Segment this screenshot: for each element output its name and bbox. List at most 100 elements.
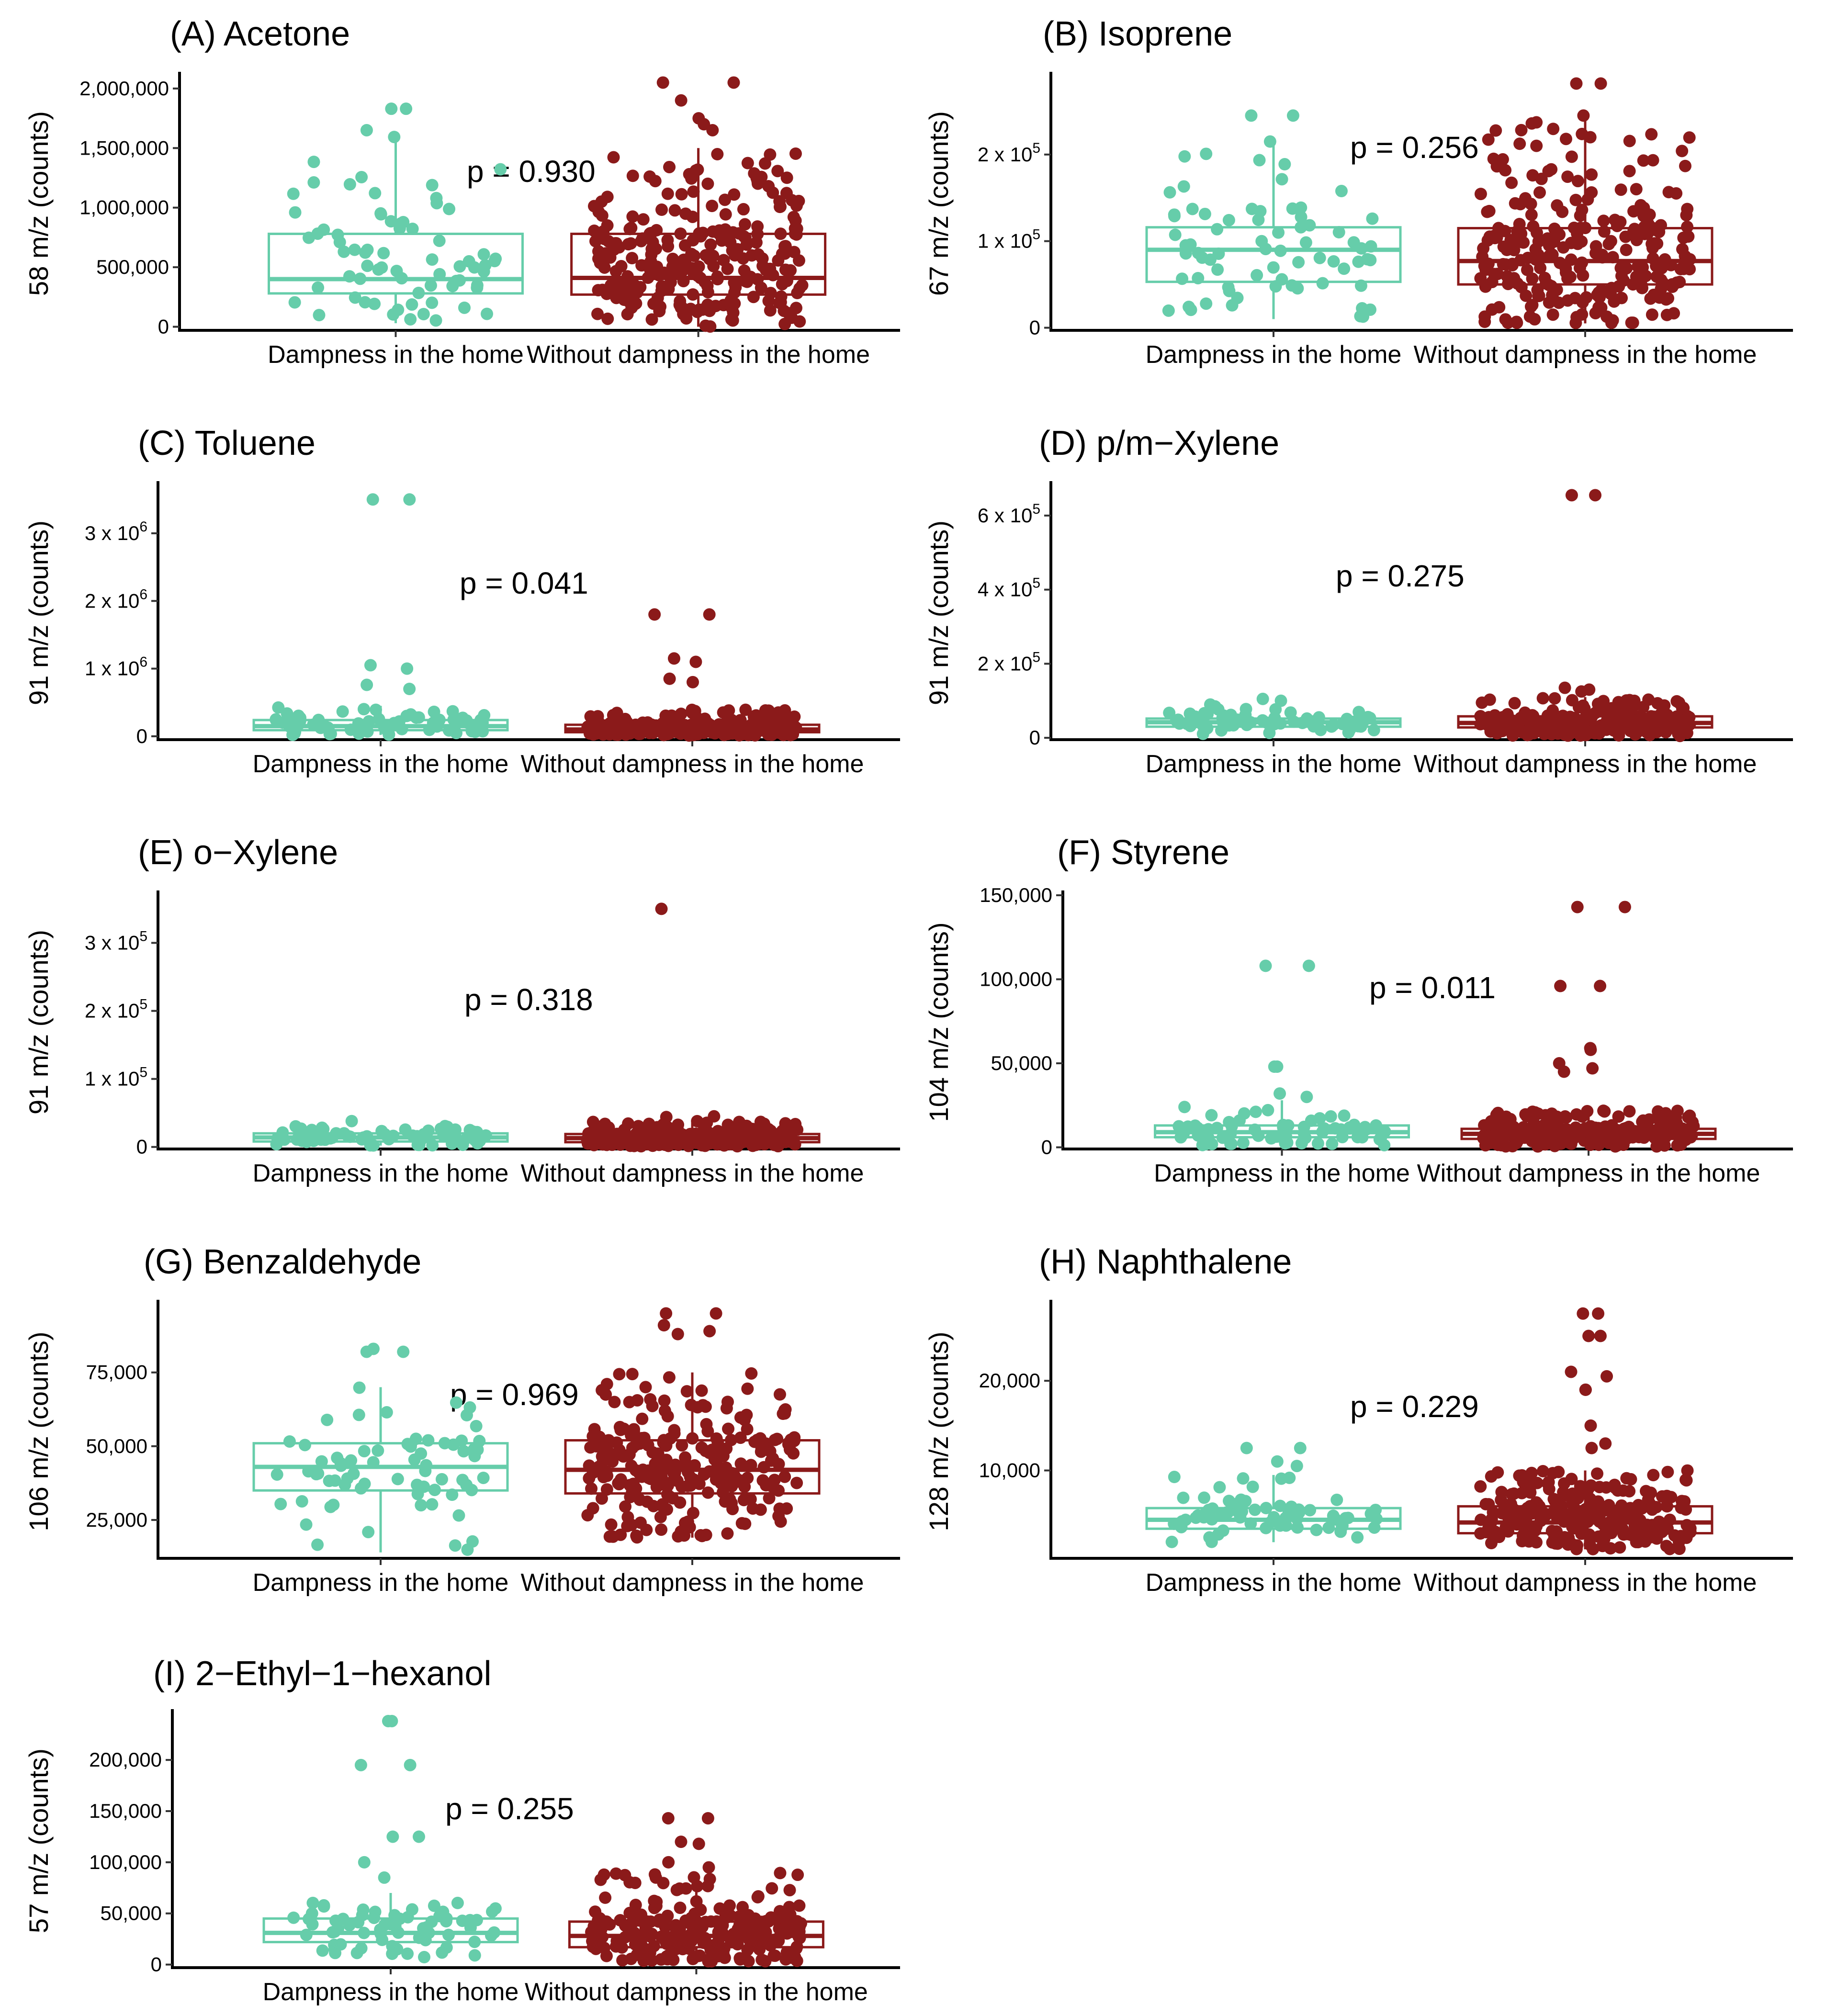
data-point bbox=[489, 252, 502, 265]
data-point bbox=[626, 169, 639, 182]
outlier-point bbox=[1259, 959, 1272, 972]
data-point bbox=[1246, 1480, 1259, 1493]
data-point bbox=[375, 261, 388, 274]
data-point bbox=[701, 177, 714, 190]
data-point bbox=[591, 307, 604, 320]
data-point bbox=[1567, 1522, 1580, 1535]
data-point bbox=[1625, 316, 1638, 329]
box-group-no-damp bbox=[1457, 77, 1713, 329]
data-point bbox=[1525, 1466, 1538, 1479]
data-point bbox=[1479, 263, 1492, 276]
outlier-point bbox=[361, 678, 373, 691]
p-value-label: p = 0.318 bbox=[464, 982, 593, 1017]
data-point bbox=[1647, 1469, 1660, 1482]
y-tick-label: 50,000 bbox=[991, 1052, 1052, 1074]
data-point bbox=[695, 1441, 708, 1454]
data-point bbox=[467, 1125, 480, 1138]
category-label: Without dampness in the home bbox=[521, 750, 864, 778]
data-point bbox=[1587, 1543, 1600, 1555]
data-point bbox=[1621, 696, 1634, 709]
data-point bbox=[1636, 261, 1649, 274]
data-point bbox=[477, 1471, 490, 1484]
box-group-no-damp bbox=[564, 608, 821, 742]
box-group-no-damp bbox=[1457, 1307, 1713, 1555]
data-point bbox=[1680, 209, 1693, 222]
y-axis-label: 67 m/z (counts) bbox=[924, 111, 954, 296]
data-point bbox=[1553, 296, 1566, 309]
data-point bbox=[751, 716, 764, 729]
data-point bbox=[601, 1469, 614, 1482]
data-point bbox=[748, 1921, 761, 1934]
data-point bbox=[443, 203, 456, 215]
data-point bbox=[370, 703, 383, 716]
data-point bbox=[1526, 1476, 1539, 1489]
y-tick-label: 20,000 bbox=[979, 1369, 1040, 1392]
data-point bbox=[481, 307, 494, 320]
data-point bbox=[1589, 307, 1602, 320]
outlier-point bbox=[378, 1871, 391, 1884]
data-point bbox=[687, 185, 700, 198]
outlier-point bbox=[403, 493, 416, 506]
data-point bbox=[422, 1124, 435, 1137]
data-point bbox=[609, 265, 622, 278]
data-point bbox=[683, 1942, 696, 1955]
outlier-point bbox=[385, 102, 398, 115]
data-point bbox=[1608, 1478, 1621, 1491]
data-point bbox=[406, 298, 418, 311]
panel-title: (D) p/m−Xylene bbox=[1039, 424, 1279, 462]
outlier-point bbox=[655, 902, 668, 915]
data-point bbox=[762, 704, 775, 717]
data-point bbox=[1635, 1502, 1648, 1515]
category-label: Dampness in the home bbox=[253, 1569, 509, 1597]
y-tick-label: 100,000 bbox=[89, 1851, 162, 1873]
data-point bbox=[1562, 1533, 1575, 1546]
data-point bbox=[426, 1498, 439, 1511]
data-point bbox=[341, 1472, 354, 1485]
panel-8: (H) Naphthalene 128 m/z (counts) 10,000 20,… bbox=[924, 1243, 1793, 1597]
data-point bbox=[605, 1518, 618, 1531]
category-label: Dampness in the home bbox=[1154, 1160, 1410, 1187]
data-point bbox=[1169, 228, 1182, 241]
data-point bbox=[1299, 236, 1312, 249]
data-point bbox=[621, 1510, 634, 1523]
outlier-point bbox=[1594, 1329, 1607, 1342]
data-point bbox=[1184, 707, 1196, 720]
outlier-point bbox=[1584, 131, 1597, 144]
data-point bbox=[660, 1453, 673, 1466]
data-point bbox=[1520, 289, 1533, 302]
y-tick-label: 6 x 105 bbox=[978, 501, 1040, 527]
data-point bbox=[1619, 230, 1632, 243]
data-point bbox=[283, 1435, 296, 1448]
box bbox=[1145, 226, 1402, 283]
data-point bbox=[1275, 173, 1288, 186]
y-tick-label: 2 x 105 bbox=[978, 140, 1040, 166]
outlier-point bbox=[1589, 489, 1602, 502]
data-point bbox=[1602, 237, 1615, 250]
data-point bbox=[759, 1955, 772, 1968]
data-point bbox=[1202, 1504, 1215, 1517]
data-point bbox=[626, 1442, 639, 1454]
data-point bbox=[1500, 244, 1513, 257]
outlier-point bbox=[656, 76, 669, 89]
panel-title: (H) Naphthalene bbox=[1039, 1243, 1292, 1281]
data-point bbox=[1571, 237, 1584, 250]
data-point bbox=[1533, 186, 1546, 199]
data-point bbox=[694, 1529, 707, 1542]
data-point bbox=[1310, 1523, 1323, 1536]
data-point bbox=[453, 260, 466, 273]
data-point bbox=[1478, 315, 1491, 328]
data-point bbox=[384, 215, 397, 228]
data-point bbox=[1479, 1139, 1492, 1152]
data-point bbox=[1583, 1480, 1596, 1493]
data-point bbox=[1645, 1487, 1657, 1499]
data-point bbox=[1627, 205, 1640, 218]
data-point bbox=[1545, 728, 1558, 741]
data-point bbox=[741, 1382, 754, 1395]
data-point bbox=[1485, 1537, 1498, 1550]
outlier-point bbox=[385, 1714, 398, 1727]
category-label: Without dampness in the home bbox=[1414, 341, 1757, 369]
y-tick-label: 1,500,000 bbox=[79, 136, 169, 159]
data-point bbox=[766, 1480, 778, 1493]
panel-5: (E) o−Xylene 91 m/z (counts) 0 1 x 105 2 x 1… bbox=[23, 833, 900, 1187]
data-point bbox=[359, 296, 372, 309]
